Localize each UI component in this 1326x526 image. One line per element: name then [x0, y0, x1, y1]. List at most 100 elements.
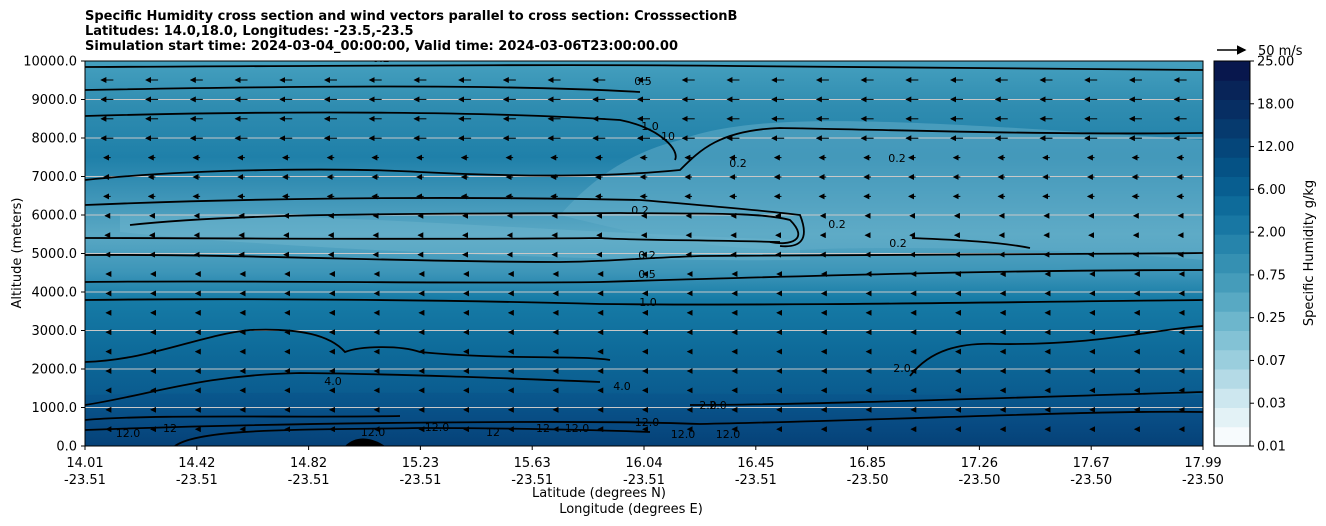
- y-tick-label: 7000.0: [32, 170, 78, 185]
- y-tick-label: 1000.0: [32, 401, 78, 416]
- contour-label: 12.0: [425, 421, 450, 434]
- x-tick-label-lat: 15.63: [514, 456, 551, 471]
- contour-label: 12.0: [565, 422, 590, 435]
- y-axis-label: Altitude (meters): [10, 198, 25, 309]
- y-tick-label: 6000.0: [32, 209, 78, 224]
- colorbar-swatch: [1214, 215, 1250, 235]
- x-tick-label-lon: -23.51: [511, 473, 553, 488]
- contour-label: 12.0: [116, 427, 141, 440]
- title-line-1: Specific Humidity cross section and wind…: [85, 9, 738, 24]
- title-line-2: Latitudes: 14.0,18.0, Longitudes: -23.5,…: [85, 24, 414, 39]
- x-tick-label-lat: 16.85: [849, 456, 886, 471]
- x-axis: 14.01 -23.51 14.42 -23.51 14.82 -23.51 15.23 -2…: [64, 446, 1224, 488]
- colorbar: [1214, 61, 1250, 447]
- colorbar-swatch: [1214, 157, 1250, 177]
- x-tick-label-lon: -23.50: [847, 473, 889, 488]
- chart-title: Specific Humidity cross section and wind…: [85, 9, 737, 54]
- colorbar-swatch: [1214, 330, 1250, 351]
- x-tick-label-lon: -23.51: [399, 473, 441, 488]
- colorbar-tick-label: 25.00: [1257, 55, 1294, 70]
- colorbar-swatch: [1214, 195, 1250, 216]
- colorbar-tick-label: 0.03: [1257, 397, 1286, 412]
- colorbar-tick-label: 12.00: [1257, 140, 1294, 155]
- title-line-3: Simulation start time: 2024-03-04_00:00:…: [85, 39, 678, 54]
- x-tick-label-lon: -23.51: [176, 473, 218, 488]
- colorbar-swatch: [1214, 349, 1250, 370]
- y-axis: 0.0 1000.0 2000.0 3000.0 4000.0 5000.0 6000.0 7…: [23, 55, 85, 455]
- contour-label: 0.2: [828, 218, 846, 231]
- contour-label: 4.0: [613, 380, 631, 393]
- colorbar-swatch: [1214, 234, 1250, 254]
- moist-surface-layer: [85, 392, 1203, 446]
- colorbar-label: Specific Humidity g/kg: [1302, 180, 1317, 326]
- y-tick-label: 10000.0: [23, 55, 77, 70]
- x-tick-label-lat: 16.04: [625, 456, 662, 471]
- wind-vectors: [100, 77, 1187, 446]
- colorbar-swatch: [1214, 253, 1250, 274]
- contour-label: 12.0: [716, 428, 741, 441]
- colorbar-swatch: [1214, 369, 1250, 389]
- contour-label: 1.0: [639, 296, 657, 309]
- y-tick-label: 9000.0: [32, 93, 78, 108]
- contour-label: 12: [163, 422, 177, 435]
- x-tick-label-lon: -23.50: [1182, 473, 1224, 488]
- colorbar-swatch: [1214, 426, 1250, 447]
- contour-label: 0.5: [634, 75, 652, 88]
- contour-label: 2.0: [709, 399, 727, 412]
- contour-label: 12.0: [635, 416, 660, 429]
- contour-label: 2.0: [699, 399, 717, 412]
- colorbar-swatch: [1214, 61, 1250, 81]
- colorbar-swatch: [1214, 388, 1250, 408]
- colorbar-tick-label: 18.00: [1257, 97, 1294, 112]
- contour-label: 0.2: [372, 52, 390, 65]
- colorbar-swatch: [1214, 407, 1250, 428]
- x-tick-label-lat: 14.01: [66, 456, 103, 471]
- wind-reference-label: 50 m/s: [1258, 44, 1303, 59]
- colorbar-tick-label: 0.01: [1257, 440, 1286, 455]
- colorbar-swatch: [1214, 80, 1250, 100]
- colorbar-swatch: [1214, 99, 1250, 120]
- x-tick-label-lon: -23.50: [958, 473, 1000, 488]
- contour-label: 0.2: [889, 237, 907, 250]
- y-tick-label: 2000.0: [32, 363, 78, 378]
- contour-label: 12.0: [361, 426, 386, 439]
- x-tick-label-lon: -23.51: [288, 473, 330, 488]
- contour-label: 0.2: [888, 152, 906, 165]
- x-tick-label-lon: -23.51: [735, 473, 777, 488]
- colorbar-swatch: [1214, 138, 1250, 158]
- colorbar-swatch: [1214, 272, 1250, 293]
- x-tick-label-lat: 17.99: [1184, 456, 1221, 471]
- y-tick-label: 4000.0: [32, 286, 78, 301]
- colorbar-swatch: [1214, 311, 1250, 331]
- y-tick-label: 5000.0: [32, 247, 78, 262]
- colorbar-tick-label: 0.75: [1257, 268, 1286, 283]
- contour-lines: [85, 64, 1203, 446]
- contour-label: 4.0: [324, 375, 342, 388]
- contour-label: 0.2: [638, 249, 656, 262]
- contour-label: 0.2: [631, 204, 649, 217]
- contour-label: 1.0: [641, 120, 659, 133]
- contour-label: 2.0: [893, 362, 911, 375]
- colorbar-frame: [1213, 60, 1251, 447]
- colorbar-swatch: [1214, 176, 1250, 197]
- x-axis-label-lon: Longitude (degrees E): [559, 502, 703, 517]
- colorbar-swatch: [1214, 118, 1250, 139]
- contour-label: 10: [661, 130, 675, 143]
- contour-label: 0.2: [729, 157, 747, 170]
- x-tick-label-lat: 14.82: [290, 456, 327, 471]
- y-tick-label: 8000.0: [32, 132, 78, 147]
- x-tick-label-lat: 17.26: [961, 456, 998, 471]
- x-tick-label-lat: 15.23: [402, 456, 439, 471]
- x-axis-label-lat: Latitude (degrees N): [532, 486, 666, 501]
- contour-label: 12: [486, 426, 500, 439]
- colorbar-tick-label: 0.25: [1257, 311, 1286, 326]
- y-tick-label: 3000.0: [32, 324, 78, 339]
- contour-label: 0.5: [638, 268, 656, 281]
- dry-layer: [120, 214, 800, 261]
- colorbar-ticks: 0.01 0.03 0.07 0.25 0.75 2.00 6.00 12.00 18.00 25…: [1250, 55, 1294, 455]
- contour-label: 12.0: [671, 428, 696, 441]
- x-tick-label-lat: 16.45: [737, 456, 774, 471]
- colorbar-tick-label: 6.00: [1257, 183, 1286, 198]
